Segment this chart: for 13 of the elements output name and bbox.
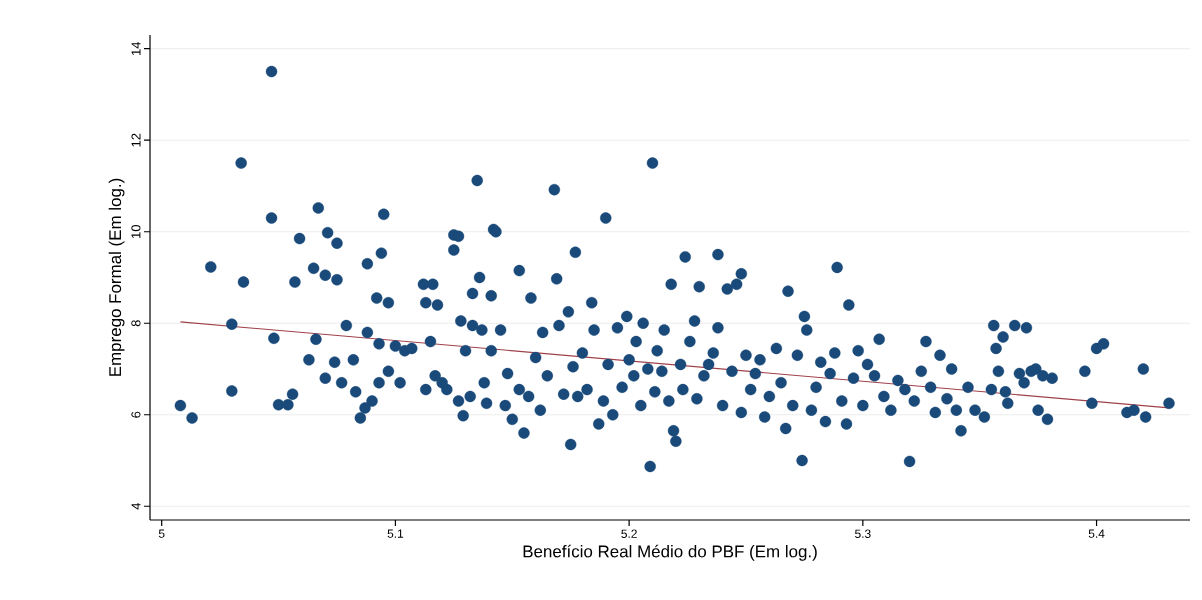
x-tick-label: 5 xyxy=(158,529,165,538)
y-tick-label: 8 xyxy=(131,320,141,327)
y-tick-label: 10 xyxy=(131,225,141,238)
y-tick-label: 12 xyxy=(131,133,141,147)
y-tick-label: 4 xyxy=(131,503,141,510)
x-tick-label: 5.1 xyxy=(387,529,404,538)
y-tick-label: 14 xyxy=(131,41,141,55)
y-tick-label: 6 xyxy=(131,411,141,418)
x-axis-title: Benefício Real Médio do PBF (Em log.) xyxy=(523,544,817,561)
y-axis-title: Emprego Formal (Em log.) xyxy=(108,178,125,376)
x-tick-label: 5.2 xyxy=(621,529,637,538)
x-tick-label: 5.4 xyxy=(1088,529,1105,538)
x-tick-label: 5.3 xyxy=(855,529,871,538)
